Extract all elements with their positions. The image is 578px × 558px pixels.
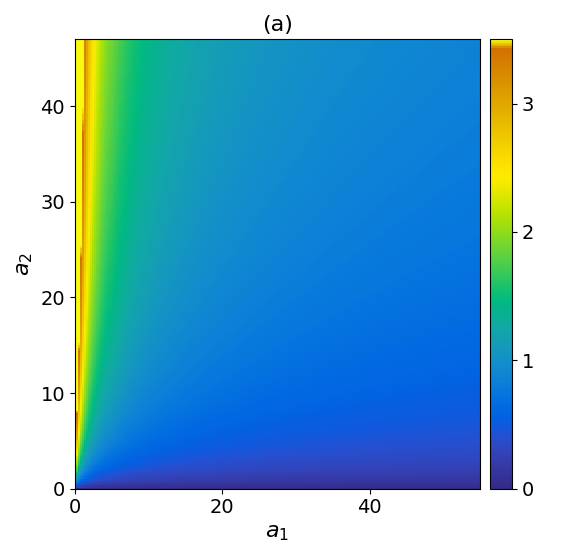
X-axis label: $a_1$: $a_1$ (265, 523, 290, 543)
Title: (a): (a) (262, 15, 293, 35)
Y-axis label: $a_2$: $a_2$ (15, 252, 35, 276)
